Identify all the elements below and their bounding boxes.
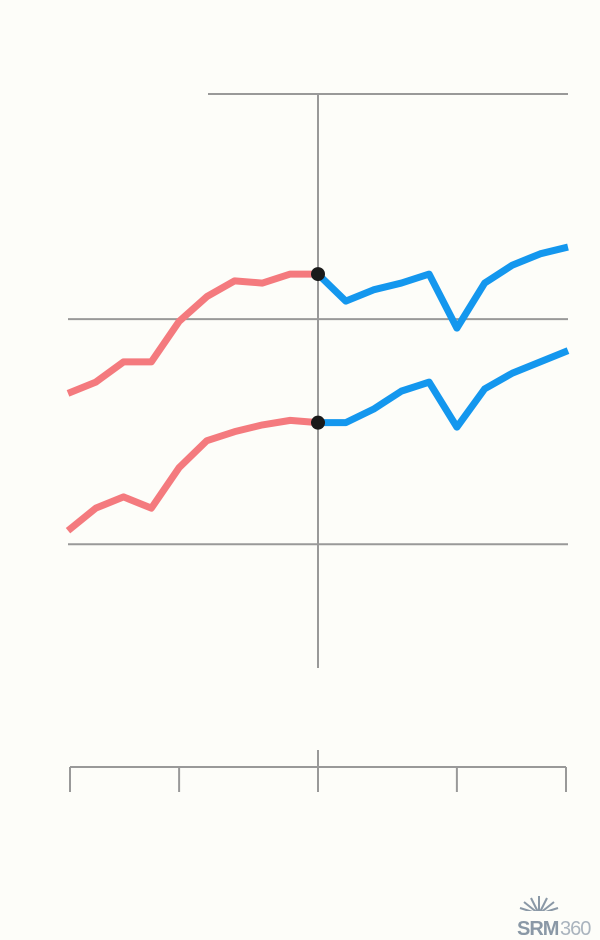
series-line: [65, 416, 319, 534]
series-line: [318, 347, 570, 431]
logo-number: 360: [560, 918, 591, 940]
junction-dot: [311, 415, 325, 430]
series-line: [315, 243, 569, 332]
plot: [65, 93, 570, 792]
logo-brand: SRM: [517, 918, 559, 940]
logo: SRM 360: [516, 896, 592, 940]
series-line: [66, 270, 318, 397]
junction-dot: [311, 267, 325, 282]
